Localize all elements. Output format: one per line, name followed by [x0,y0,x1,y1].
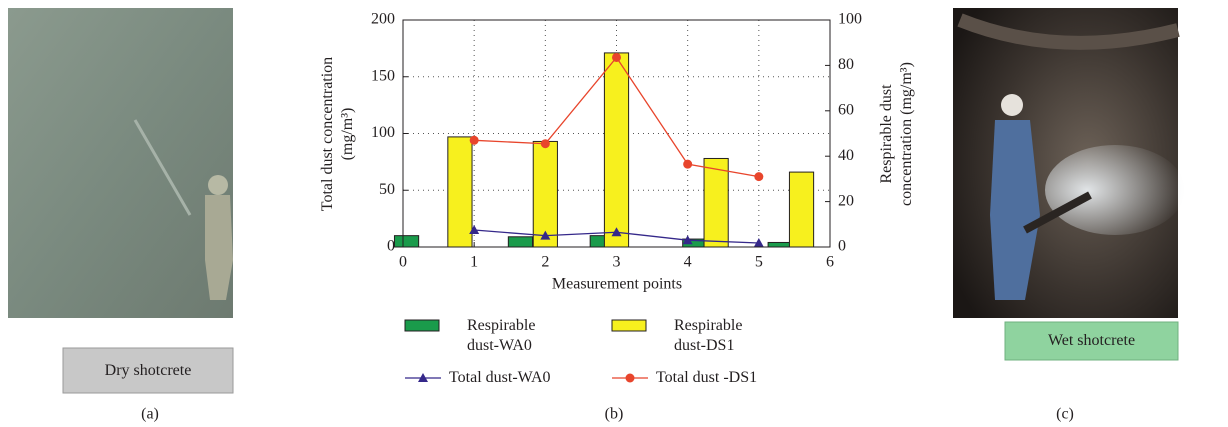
legend-label: Respirable dust-WA0 [467,317,536,354]
legend-label: Total dust-WA0 [449,369,551,386]
caption: Wet shotcrete [1047,332,1136,349]
bar [447,136,473,248]
y-tick-label: 50 [379,181,395,198]
photo-wet-shotcrete [953,8,1185,318]
caption-box [1004,321,1179,361]
line-marker [611,227,622,237]
bar [603,52,630,248]
y2-tick-label: 100 [838,11,862,28]
panel-label: (b) [605,406,624,423]
x-tick-label: 6 [826,254,834,271]
bar [767,241,793,248]
bar [703,157,729,248]
caption: Dry shotcrete [104,361,192,379]
y2-tick-label: 40 [838,147,854,164]
line-marker [683,159,693,169]
line-marker [682,235,693,245]
legend-label: Respirable dust-DS1 [674,317,743,354]
legend-marker [625,373,635,383]
y-tick-label: 100 [371,124,395,141]
photo-dry-shotcrete [8,8,233,318]
y2-tick-label: 80 [838,56,854,73]
line-marker [469,135,479,145]
legend-marker [418,373,428,382]
bar [788,171,815,248]
line-marker [469,224,480,234]
caption-box [62,347,234,394]
y2-tick-label: 60 [838,101,854,118]
x-tick-label: 0 [399,254,407,271]
bar [507,236,534,248]
panel-label: (c) [1056,406,1074,423]
bar [532,140,558,248]
line-marker [753,238,764,248]
line-marker [754,172,764,182]
x-tick-label: 2 [541,254,549,271]
y2-tick-label: 20 [838,192,854,209]
x-tick-label: 4 [684,254,692,271]
y2-tick-label: 0 [838,238,846,255]
x-tick-label: 3 [613,254,621,271]
bar [393,235,420,248]
y-tick-label: 200 [371,11,395,28]
x-tick-label: 1 [470,254,478,271]
y-tick-label: 0 [387,238,395,255]
y-axis-title: Total dust concentration (mg/m³) [319,56,356,212]
line-marker [540,139,550,149]
panel-label: (a) [141,406,159,423]
x-axis-title: Measurement points [552,276,682,293]
legend-swatch [404,319,440,332]
line-marker [540,230,551,240]
y2-axis-title: Respirable dust concentration (mg/m³) [878,62,915,206]
legend-swatch [611,319,647,332]
x-tick-label: 5 [755,254,763,271]
line-marker [612,52,621,62]
legend-label: Total dust -DS1 [656,369,758,386]
y-tick-label: 150 [371,67,395,84]
plot-frame [402,19,831,248]
